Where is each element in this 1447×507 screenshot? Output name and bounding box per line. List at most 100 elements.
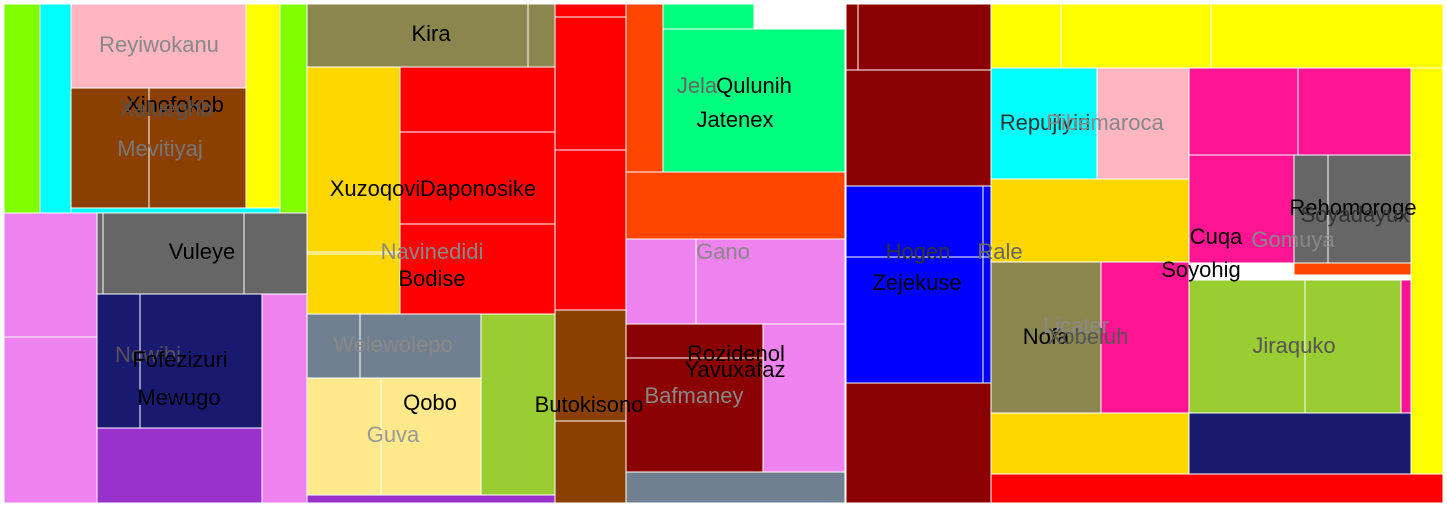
treemap-cell-13: [399, 66, 556, 133]
treemap-cell-54: [845, 69, 992, 187]
treemap-cell-daponosike: [399, 131, 556, 225]
treemap-cell-52: [845, 3, 859, 71]
cell-label-soyadayux: Soyadayux: [1301, 202, 1410, 227]
treemap-cell-welewolepo: [306, 313, 361, 379]
treemap-cell-66: [1297, 67, 1412, 156]
cell-label-licater: Licater: [1043, 313, 1109, 338]
treemap-cell-gano: [695, 238, 846, 325]
cell-label-xinofokob: Xinofokob: [126, 92, 224, 117]
treemap-cell-80: [1410, 67, 1444, 475]
treemap-cell-40: [662, 3, 755, 30]
treemap-cell-35: [554, 16, 627, 151]
treemap-cell-butokisono: [554, 309, 627, 422]
cell-label-qobo: Qobo: [403, 390, 457, 415]
treemap-cell-10: [527, 3, 556, 68]
treemap-cell-33: [306, 494, 556, 504]
treemap-cell-83: [990, 473, 1444, 504]
treemap-cell-50: [762, 323, 846, 473]
cell-label-pibemaroca: Pibemaroca: [1046, 110, 1164, 135]
treemap-cell-51: [625, 471, 846, 504]
treemap-cell-65: [1188, 67, 1299, 156]
treemap-cell-qobo: [380, 377, 482, 496]
cell-label-bodise: Bodise: [398, 266, 465, 291]
treemap-cell-jiraquko: [1188, 279, 1306, 414]
cell-label-hogen: Hogen: [886, 239, 951, 264]
cell-label-fofezizuri: Fofezizuri: [132, 347, 227, 372]
treemap-cell-21: [243, 212, 308, 295]
treemap-cell-32: [480, 313, 556, 496]
cell-label-cuqa: Cuqa: [1190, 224, 1243, 249]
cell-label-mevitiyaj: Mevitiyaj: [117, 136, 203, 161]
treemap-cell-29: [359, 313, 482, 379]
cell-label-repujiyiri: Repujiyiri: [1000, 110, 1090, 135]
treemap-cell-59: [845, 382, 992, 504]
treemap-cell-zejekuse: [845, 256, 984, 384]
cell-label-gomuya: Gomuya: [1251, 227, 1335, 252]
treemap-cell-gomuya: [1188, 154, 1295, 264]
cell-label-jiraquko: Jiraquko: [1252, 333, 1335, 358]
cell-label-xobeluh: Xobeluh: [1048, 324, 1129, 349]
treemap-cell-0: [3, 3, 41, 214]
treemap-cell-xuzoqovi: [306, 66, 401, 253]
treemap-cell-mevitiyaj: [148, 87, 247, 209]
treemap-cell-8: [70, 207, 281, 214]
treemap-cell-26: [96, 427, 263, 504]
cell-label-xalueghb: Xalueghb: [120, 96, 213, 121]
treemap-cell-82: [1188, 412, 1412, 475]
treemap-cell-73: [1293, 262, 1412, 276]
treemap-cell-3: [245, 3, 281, 210]
cell-label-rozidenol: Rozidenol: [687, 341, 785, 366]
treemap-cell-4: [279, 3, 308, 214]
cell-label-butokisono: Butokisono: [535, 392, 644, 417]
cell-label-zejekuse: Zejekuse: [872, 270, 961, 295]
treemap-cell-repujiyiri: [990, 67, 1098, 180]
treemap-cell-36: [554, 149, 627, 311]
treemap-cell-27: [261, 293, 308, 504]
treemap-cell-34: [554, 3, 627, 18]
treemap-cell-bodise: [399, 223, 556, 315]
cell-label-rale: Rale: [977, 239, 1022, 264]
treemap-cell-1: [39, 3, 72, 214]
treemap-cell-39: [625, 3, 664, 173]
treemap-cell-pibemaroca: [1096, 67, 1190, 180]
cell-label-gano: Gano: [696, 239, 750, 264]
cell-label-navinedidi: Navinedidi: [381, 239, 484, 264]
treemap-cell-60: [990, 3, 1062, 69]
cell-label-nofa: Nofa: [1023, 324, 1070, 349]
treemap-cell-62: [1210, 3, 1444, 69]
treemap-cell-guva: [306, 377, 382, 496]
cell-label-jatenex: Jatenex: [696, 107, 773, 132]
treemap-cell-67: [990, 178, 1190, 263]
treemap-cell-soyadayux: [1327, 154, 1412, 264]
cell-label-nowibi: Nowibi: [115, 342, 181, 367]
treemap-cells: [3, 3, 1444, 504]
treemap-cell-18: [3, 336, 98, 504]
treemap-cell-57: [982, 256, 992, 384]
treemap-cell-17: [3, 212, 98, 338]
treemap-cell-19: [96, 212, 104, 295]
cell-label-welewolepo: Welewolepo: [333, 332, 452, 357]
cell-label-bafmaney: Bafmaney: [644, 383, 743, 408]
treemap-cell-kira: [306, 3, 529, 68]
treemap-cell-12: [306, 251, 401, 315]
cell-label-rehomoroge: Rehomoroge: [1289, 195, 1416, 220]
cell-label-xuzoqovi: Xuzoqovi: [330, 176, 421, 201]
treemap-cell-81: [990, 412, 1190, 475]
cell-label-yavuxafaz: Yavuxafaz: [684, 357, 785, 382]
cell-label-jela: Jela: [677, 73, 718, 98]
cell-label-soyohig: Soyohig: [1161, 257, 1241, 282]
treemap-cell-45: [625, 238, 697, 325]
treemap-cell-38: [554, 420, 627, 504]
treemap-cell-xobeluh: [1100, 261, 1190, 414]
treemap-cell-mewugo: [139, 293, 263, 429]
cell-label-vuleye: Vuleye: [169, 239, 235, 264]
cell-label-daponosike: Daponosike: [420, 176, 536, 201]
cell-label-qulunih: Qulunih: [716, 73, 792, 98]
treemap-cell-vuleye: [102, 212, 245, 295]
cell-label-mewugo: Mewugo: [137, 385, 220, 410]
treemap-cell-53: [857, 3, 992, 71]
treemap-cell-reyiwokanu: [70, 3, 247, 89]
treemap-cell-61: [1060, 3, 1212, 69]
